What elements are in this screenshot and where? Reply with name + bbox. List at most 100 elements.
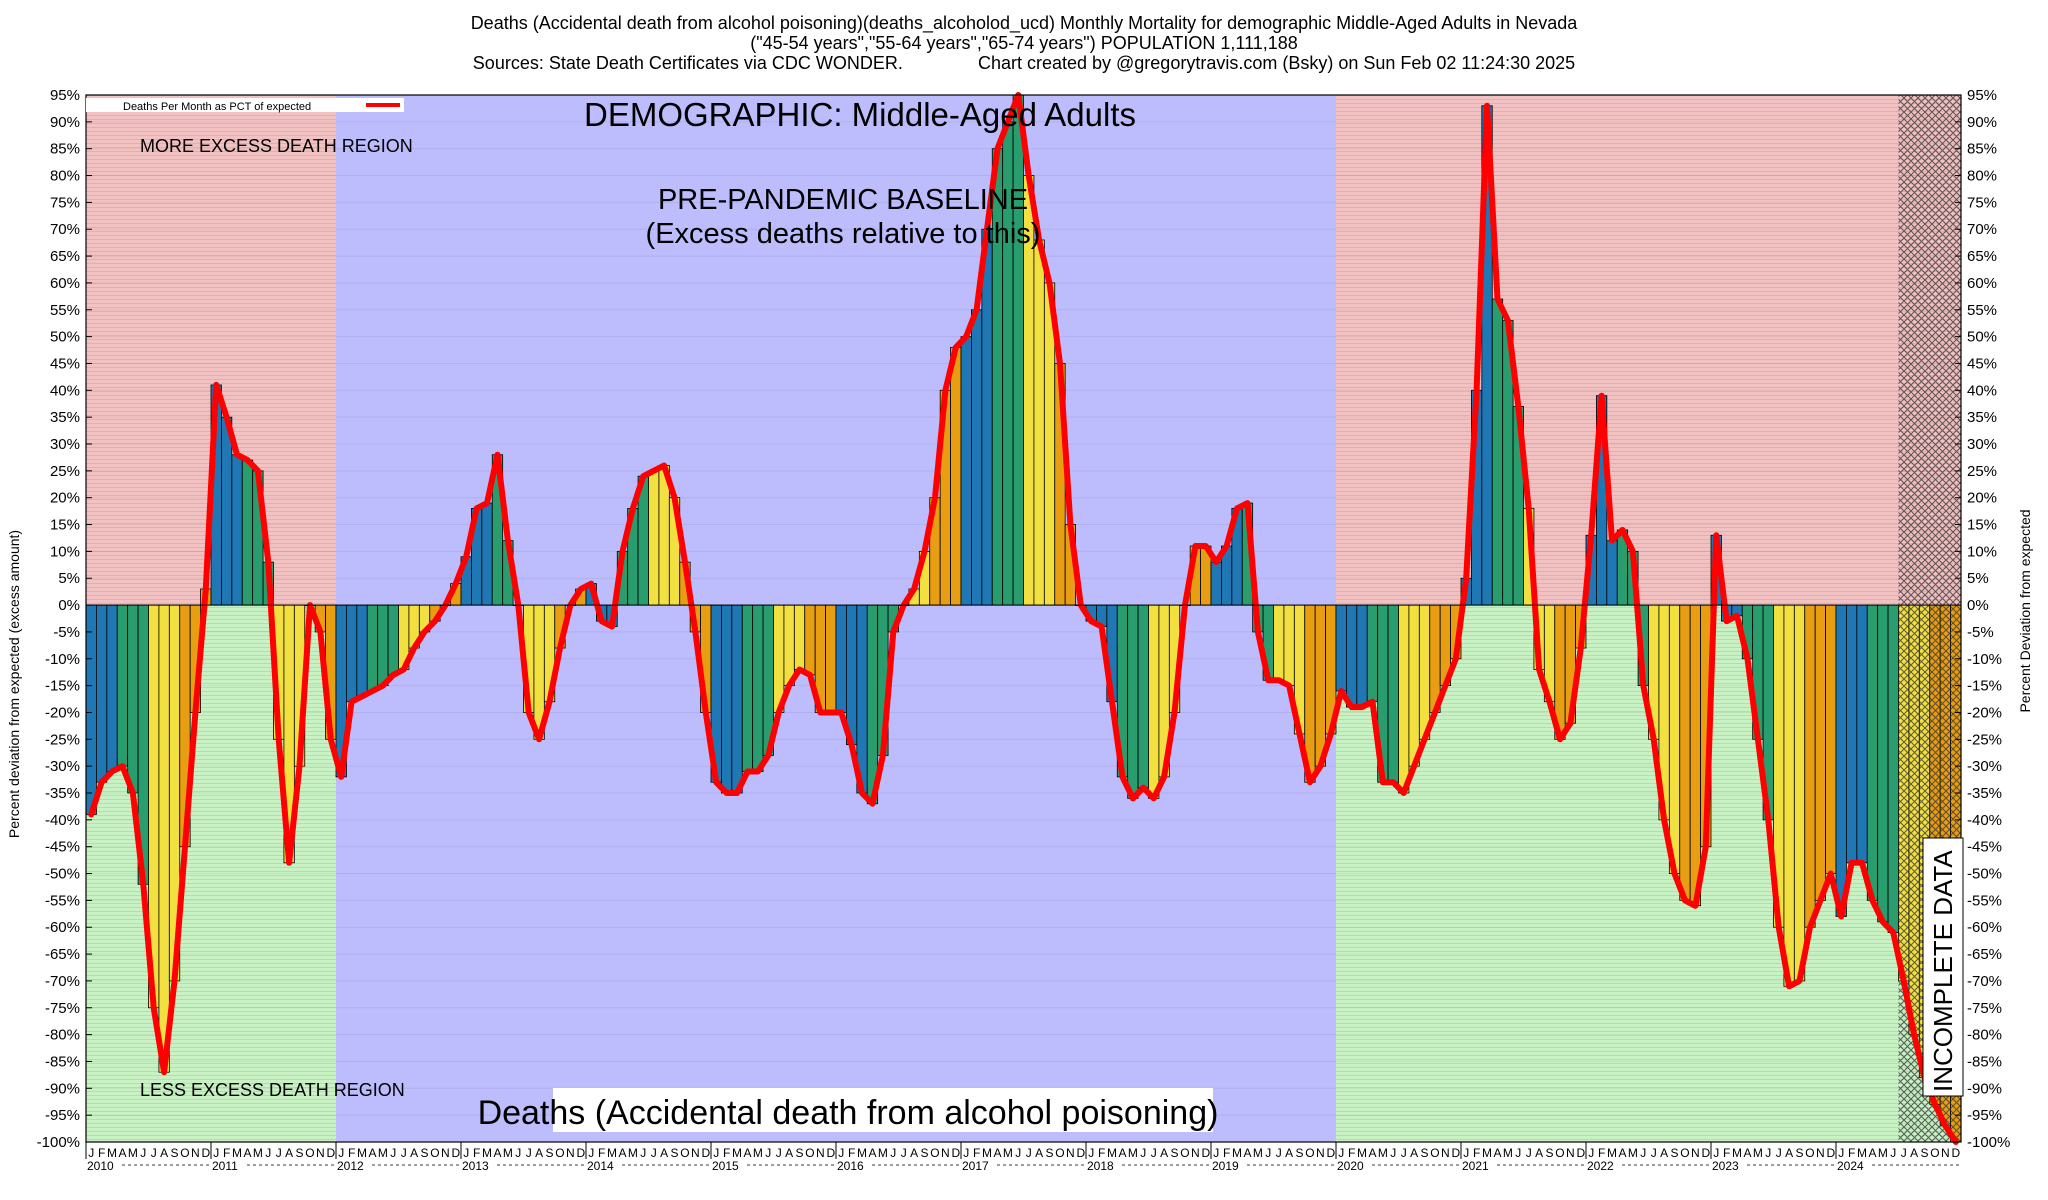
x-tick-label: S bbox=[171, 1146, 179, 1160]
x-tick-label: A bbox=[1868, 1146, 1876, 1160]
baseline-label: PRE-PANDEMIC BASELINE bbox=[658, 184, 1028, 216]
x-tick-label: J bbox=[1588, 1146, 1594, 1160]
x-tick-label: J bbox=[526, 1146, 532, 1160]
y-tick-label-left: 50% bbox=[50, 329, 80, 346]
incomplete-label-box bbox=[1922, 837, 1964, 1097]
year-label: 2011 bbox=[212, 1159, 238, 1173]
x-tick-label: A bbox=[868, 1146, 876, 1160]
bar bbox=[971, 309, 983, 606]
bar bbox=[960, 336, 972, 606]
y-tick-label-right: -20% bbox=[1967, 704, 2002, 721]
x-tick-label: N bbox=[1691, 1146, 1700, 1160]
bottom-title-bg bbox=[553, 1088, 1213, 1132]
bar bbox=[221, 416, 233, 606]
y-tick-label-left: -10% bbox=[45, 651, 80, 668]
x-tick-label: J bbox=[1026, 1146, 1032, 1160]
y-tick-label-left: -20% bbox=[45, 704, 80, 721]
year-label: 2023 bbox=[1712, 1159, 1739, 1173]
x-tick-label: A bbox=[285, 1146, 293, 1160]
x-tick-label: D bbox=[326, 1146, 335, 1160]
x-tick-label: F bbox=[1848, 1146, 1855, 1160]
x-tick-label: O bbox=[1305, 1146, 1314, 1160]
bar bbox=[481, 502, 493, 606]
y-tick-label-left: -35% bbox=[45, 785, 80, 802]
x-tick-label: A bbox=[1035, 1146, 1043, 1160]
y-tick-label-right: -100% bbox=[1967, 1134, 2010, 1151]
bar bbox=[1387, 604, 1399, 783]
x-tick-label: N bbox=[566, 1146, 575, 1160]
x-tick-label: J bbox=[1713, 1146, 1719, 1160]
x-tick-label: J bbox=[1390, 1146, 1396, 1160]
year-label: 2016 bbox=[837, 1159, 864, 1173]
chart-title: Deaths (Accidental death from alcohol po… bbox=[470, 13, 1578, 33]
bar bbox=[1866, 604, 1879, 901]
x-tick-label: D bbox=[1326, 1146, 1335, 1160]
y-tick-label-right: -90% bbox=[1967, 1080, 2002, 1097]
y-tick-label-right: 5% bbox=[1967, 570, 1989, 587]
x-tick-label: D bbox=[1826, 1146, 1835, 1160]
x-tick-label: M bbox=[607, 1146, 617, 1160]
year-label-bg bbox=[210, 1159, 244, 1172]
x-tick-label: A bbox=[910, 1146, 918, 1160]
bar bbox=[1346, 604, 1358, 708]
x-tick-label: F bbox=[723, 1146, 730, 1160]
year-label: 2021 bbox=[1462, 1159, 1489, 1173]
baseline-sublabel: (Excess deaths relative to this) bbox=[646, 218, 1041, 250]
y-tick-label-right: -50% bbox=[1967, 866, 2002, 883]
x-tick-label: M bbox=[482, 1146, 492, 1160]
bar bbox=[1210, 561, 1222, 606]
year-label-bg bbox=[1710, 1159, 1744, 1172]
y-tick-label-right: -30% bbox=[1967, 758, 2002, 775]
y-tick-label-right: 30% bbox=[1967, 436, 1997, 453]
bar bbox=[1606, 540, 1618, 606]
y-tick-label-right: -55% bbox=[1967, 892, 2002, 909]
x-tick-label: J bbox=[588, 1146, 594, 1160]
x-tick-label: M bbox=[1253, 1146, 1263, 1160]
year-label: 2020 bbox=[1337, 1159, 1364, 1173]
y-tick-label-right: 80% bbox=[1967, 168, 1997, 185]
y-tick-label-right: -5% bbox=[1967, 624, 1994, 641]
bar bbox=[981, 228, 993, 606]
bar bbox=[85, 604, 97, 815]
x-tick-label: F bbox=[223, 1146, 230, 1160]
y-tick-label-left: 65% bbox=[50, 248, 80, 265]
bar bbox=[1783, 604, 1795, 987]
x-tick-label: J bbox=[463, 1146, 469, 1160]
bar bbox=[1408, 604, 1420, 767]
bar bbox=[1398, 604, 1410, 794]
y-tick-label-left: 20% bbox=[50, 490, 80, 507]
x-tick-label: A bbox=[1743, 1146, 1751, 1160]
bar bbox=[1679, 604, 1691, 901]
x-tick-label: J bbox=[515, 1146, 521, 1160]
x-tick-label: M bbox=[503, 1146, 513, 1160]
x-tick-label: M bbox=[878, 1146, 888, 1160]
x-tick-label: O bbox=[180, 1146, 189, 1160]
x-tick-label: J bbox=[1338, 1146, 1344, 1160]
x-tick-label: J bbox=[713, 1146, 719, 1160]
x-tick-label: A bbox=[1410, 1146, 1418, 1160]
y-tick-label-left: -60% bbox=[45, 919, 80, 936]
x-tick-label: F bbox=[598, 1146, 605, 1160]
y-tick-label-left: 30% bbox=[50, 436, 80, 453]
x-tick-label: O bbox=[680, 1146, 689, 1160]
bar bbox=[1148, 604, 1160, 799]
x-tick-label: F bbox=[848, 1146, 855, 1160]
y-tick-label-right: -35% bbox=[1967, 785, 2002, 802]
x-tick-label: M bbox=[128, 1146, 138, 1160]
x-tick-label: J bbox=[1651, 1146, 1657, 1160]
x-tick-label: A bbox=[1160, 1146, 1168, 1160]
year-label: 2022 bbox=[1587, 1159, 1614, 1173]
x-tick-label: J bbox=[276, 1146, 282, 1160]
x-tick-label: M bbox=[1753, 1146, 1763, 1160]
y-tick-label-right: 65% bbox=[1967, 248, 1997, 265]
x-tick-label: J bbox=[401, 1146, 407, 1160]
y-tick-label-left: 70% bbox=[50, 221, 80, 238]
x-tick-label: D bbox=[451, 1146, 460, 1160]
x-tick-label: O bbox=[1805, 1146, 1814, 1160]
x-tick-label: N bbox=[941, 1146, 950, 1160]
bar bbox=[1356, 604, 1368, 708]
y-tick-label-left: -15% bbox=[45, 678, 80, 695]
y-tick-label-right: 15% bbox=[1967, 517, 1997, 534]
x-tick-label: M bbox=[1357, 1146, 1367, 1160]
bar bbox=[741, 604, 754, 772]
